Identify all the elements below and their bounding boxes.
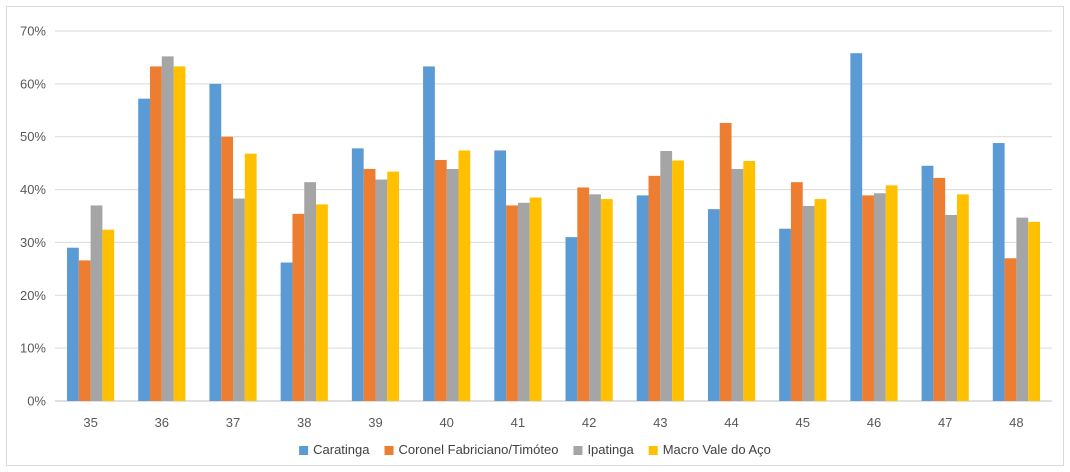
bar [375,179,388,401]
bar [351,148,364,401]
x-tick-label: 43 [653,415,667,430]
bar [589,194,601,401]
bar [790,182,803,401]
y-tick-label: 20% [20,288,46,303]
bar [850,53,863,401]
bar [600,199,613,401]
legend-swatch [573,446,583,455]
legend-label: Caratinga [313,442,370,457]
bar [67,247,79,401]
x-tick-label: 41 [511,415,525,430]
legend-swatch [384,446,394,455]
bar [494,150,507,401]
x-tick-label: 47 [938,415,952,430]
bar [921,165,934,401]
bar [743,161,756,401]
bar [731,168,744,401]
legend-label: Coronel Fabriciano/Timóteo [399,442,559,457]
bar [992,143,1005,402]
legend-label: Macro Vale do Aço [663,442,771,457]
bar [672,160,684,401]
bar [779,228,791,401]
bar [150,66,162,402]
bar [446,168,459,401]
x-tick-label: 36 [155,415,169,430]
y-axis-ticks: 0% 10% 20% 30% 40% 50% 60% 70% [20,24,46,409]
bar [434,159,447,401]
legend-swatch [299,446,309,455]
bar [517,202,530,401]
bar [802,205,815,401]
bar [209,83,222,401]
bars [67,53,1040,402]
bar [577,187,590,401]
bar [660,150,673,401]
x-tick-label: 40 [439,415,453,430]
bar [956,194,969,401]
bar [221,136,234,401]
bar [506,205,518,401]
y-tick-label: 50% [20,129,46,144]
bar [945,214,957,401]
bar [885,185,898,401]
bar [565,237,578,401]
bar [933,177,946,401]
legend-swatch [648,446,658,455]
bar [1004,258,1017,401]
bar [648,175,661,401]
bar [316,204,328,401]
y-tick-label: 60% [20,76,46,91]
bar [707,209,720,401]
x-tick-label: 46 [867,415,881,430]
x-tick-label: 44 [724,415,738,430]
y-tick-label: 30% [20,235,46,250]
bar [244,153,257,401]
x-axis-ticks: 35 36 37 38 39 40 41 42 43 44 45 46 47 48 [83,415,1023,430]
bar [90,205,103,401]
bar [458,150,471,401]
grid [55,30,1052,402]
bar [873,193,886,401]
bar [387,171,400,401]
bar [304,182,317,401]
bar [363,168,376,401]
bar [1028,221,1040,401]
bar [423,66,435,402]
x-tick-label: 48 [1009,415,1023,430]
x-tick-label: 35 [83,415,97,430]
y-tick-label: 10% [20,341,46,356]
x-tick-label: 39 [368,415,382,430]
y-tick-label: 40% [20,182,46,197]
bar [862,195,874,401]
bar [173,66,186,402]
bar [280,262,293,401]
bar [1016,217,1029,401]
y-tick-label: 70% [20,24,46,39]
x-tick-label: 42 [582,415,596,430]
bar [529,197,542,401]
bar [719,122,732,401]
bar [138,98,151,402]
bar [292,213,305,401]
y-tick-label: 0% [27,394,46,409]
legend-label: Ipatinga [587,442,634,457]
x-tick-label: 38 [297,415,311,430]
bar [814,199,827,401]
bar [161,56,174,401]
x-tick-label: 37 [226,415,240,430]
bar [233,198,245,401]
x-tick-label: 45 [796,415,810,430]
bar [78,260,91,401]
bar [636,195,649,401]
legend: Caratinga Coronel Fabriciano/Timóteo Ipati… [299,442,771,457]
bar [102,229,115,401]
